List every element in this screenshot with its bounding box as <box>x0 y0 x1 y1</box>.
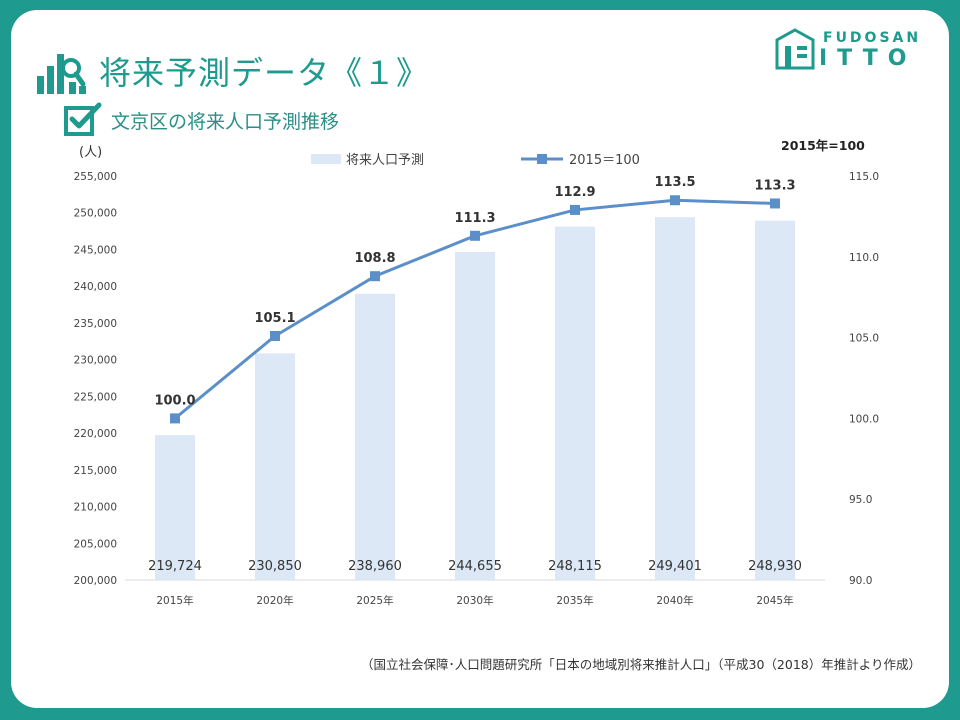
right-axis-tick-label: 115.0 <box>849 171 879 183</box>
right-axis-tick-label: 90.0 <box>849 575 872 587</box>
logo-house-icon <box>775 28 815 70</box>
bar-5 <box>655 217 695 580</box>
bar-3 <box>455 251 495 581</box>
index-value-label: 111.3 <box>454 211 495 226</box>
bar-value-label: 249,401 <box>648 559 702 574</box>
right-axis-tick-label: 105.0 <box>849 333 879 345</box>
bar-4 <box>555 226 595 580</box>
legend-bar-swatch <box>311 154 341 164</box>
x-axis-tick-label: 2025年 <box>356 594 393 607</box>
logo-text-top: FUDOSAN <box>823 30 922 46</box>
index-point-5 <box>670 195 680 206</box>
left-axis-tick-label: 200,000 <box>74 575 117 587</box>
legend-line-marker <box>537 154 547 164</box>
index-value-label: 112.9 <box>554 185 595 200</box>
x-axis-tick-label: 2020年 <box>256 594 293 607</box>
bar-2 <box>355 293 395 580</box>
subtitle-row: 文京区の将来人口予測推移 <box>63 102 339 138</box>
index-point-0 <box>170 413 180 424</box>
bar-value-label: 244,655 <box>448 559 502 574</box>
x-axis-tick-label: 2035年 <box>556 594 593 607</box>
index-value-label: 113.5 <box>654 175 695 190</box>
checkbox-icon <box>64 102 102 136</box>
left-axis-tick-label: 230,000 <box>74 355 117 367</box>
population-chart: 200,000 205,000 210,000 215,000 220,000 225,0… <box>74 138 879 607</box>
bar-value-label: 248,115 <box>548 559 602 574</box>
right-axis-tick-label: 95.0 <box>849 494 872 506</box>
bar-6 <box>755 220 795 580</box>
bar-1 <box>255 353 295 580</box>
index-value-label: 100.0 <box>154 393 195 408</box>
bar-value-label: 230,850 <box>248 559 302 574</box>
left-axis-tick-label: 240,000 <box>74 281 117 293</box>
x-axis-tick-label: 2045年 <box>756 594 793 607</box>
x-axis-tick-label: 2030年 <box>456 594 493 607</box>
left-axis-unit: (人) <box>79 145 102 160</box>
bar-value-label: 238,960 <box>348 559 402 574</box>
right-axis-tick-label: 110.0 <box>849 252 879 264</box>
right-axis-tick-label: 100.0 <box>849 413 879 425</box>
index-point-6 <box>770 198 780 209</box>
legend-bar-label: 将来人口予測 <box>346 153 424 168</box>
left-axis-tick-label: 245,000 <box>74 244 117 256</box>
slide: 将来予測データ《１》 文京区の将来人口予測推移 FUDOSAN ITTO 200… <box>11 10 949 708</box>
title-row: 将来予測データ《１》 <box>35 46 429 96</box>
left-axis-tick-label: 250,000 <box>74 208 117 220</box>
bar-0 <box>155 435 195 580</box>
page-title: 将来予測データ《１》 <box>99 54 430 92</box>
index-point-3 <box>470 230 480 241</box>
index-point-1 <box>270 330 280 341</box>
left-axis-tick-label: 220,000 <box>74 428 117 440</box>
legend-line-label: 2015＝100 <box>569 153 640 168</box>
bar-chart-search-icon <box>37 54 86 94</box>
left-axis-tick-label: 235,000 <box>74 318 117 330</box>
subtitle: 文京区の将来人口予測推移 <box>111 110 340 133</box>
x-axis-tick-label: 2040年 <box>656 594 693 607</box>
company-logo: FUDOSAN ITTO <box>775 18 945 74</box>
left-axis-tick-label: 215,000 <box>74 465 117 477</box>
index-point-2 <box>370 271 380 282</box>
x-axis-tick-label: 2015年 <box>156 594 193 607</box>
index-value-label: 108.8 <box>354 251 395 266</box>
left-axis-tick-label: 225,000 <box>74 391 117 403</box>
left-axis-tick-label: 255,000 <box>74 171 117 183</box>
logo-text-bottom: ITTO <box>819 46 917 71</box>
source-note: （国立社会保障･人口問題研究所「日本の地域別将来推計人口」（平成30（2018）… <box>361 657 921 672</box>
index-value-label: 113.3 <box>754 178 795 193</box>
left-axis-tick-label: 205,000 <box>74 538 117 550</box>
left-axis-tick-label: 210,000 <box>74 502 117 514</box>
bar-value-label: 219,724 <box>148 559 202 574</box>
index-value-label: 105.1 <box>254 311 295 326</box>
bar-value-label: 248,930 <box>748 559 802 574</box>
index-point-4 <box>570 204 580 215</box>
right-axis-unit: 2015年=100 <box>781 138 865 153</box>
